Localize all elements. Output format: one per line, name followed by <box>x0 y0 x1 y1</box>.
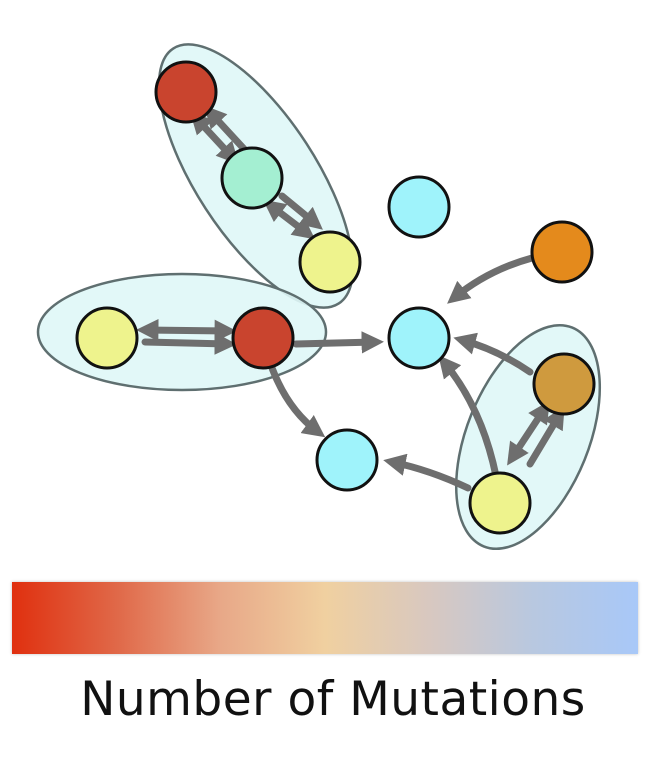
nodes <box>75 60 596 535</box>
edge-red-top-mint-upper <box>189 111 240 165</box>
color-scale-bar <box>12 582 638 654</box>
mutation-network-diagram <box>36 43 602 551</box>
edges <box>136 105 565 492</box>
node-yellow-upper <box>298 230 362 294</box>
node-red-top <box>154 60 218 124</box>
edge-ochre-right-yellow-bottom-right <box>507 400 550 466</box>
edge-orange-top-right-cyan-center <box>447 254 536 304</box>
node-ochre-right <box>532 352 596 416</box>
edge-yellow-left-red-mid <box>136 318 237 343</box>
node-orange-top-right <box>530 220 594 284</box>
node-mint-upper <box>220 146 284 210</box>
node-yellow-bottom-right <box>468 471 532 535</box>
node-cyan-bottom <box>315 428 379 492</box>
edge-mint-upper-yellow-upper-2 <box>278 192 323 230</box>
edge-red-mid-cyan-bottom <box>268 364 326 438</box>
edge-ochre-right-cyan-center <box>453 332 534 376</box>
edge-yellow-bottom-right-cyan-bottom <box>383 453 472 492</box>
color-scale-label: Number of Mutations <box>80 672 586 727</box>
node-yellow-left <box>75 306 139 370</box>
node-cyan-center <box>387 306 451 370</box>
edge-ochre-right-yellow-bottom-right-2 <box>526 406 565 468</box>
node-cyan-top <box>387 175 451 239</box>
edge-yellow-left-red-mid-2 <box>141 332 237 355</box>
node-red-mid <box>231 306 295 370</box>
edge-red-mid-cyan-center <box>292 331 384 354</box>
edge-red-top-mint-upper-2 <box>203 105 249 154</box>
edge-yellow-bottom-right-cyan-center <box>438 355 500 480</box>
